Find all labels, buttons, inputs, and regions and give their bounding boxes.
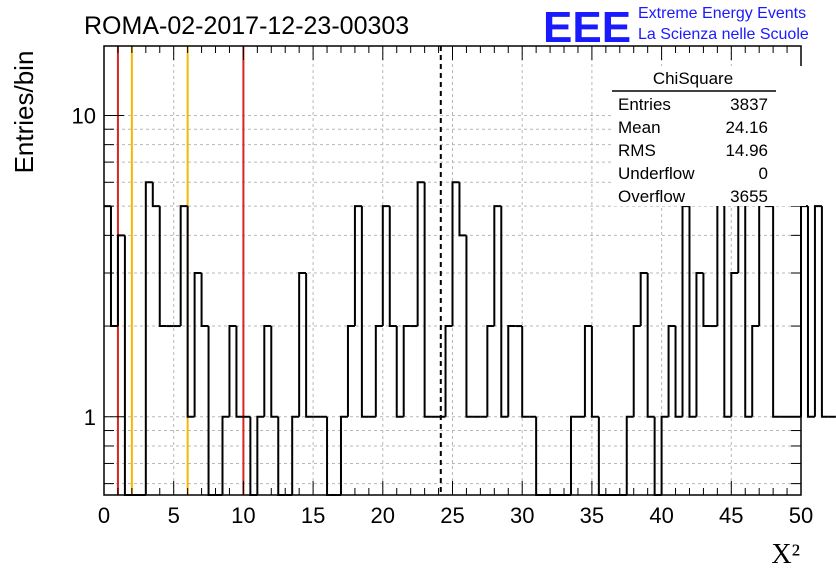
histogram-bin: [465, 235, 474, 418]
histogram-bin: [144, 181, 153, 495]
histogram-bin: [123, 235, 132, 496]
histogram-bin: [820, 206, 829, 418]
x-tick-label: 30: [510, 503, 534, 528]
histogram-bin: [500, 206, 509, 418]
x-tick-label: 40: [649, 503, 673, 528]
stats-box-background: [612, 66, 806, 206]
histogram-bin: [402, 325, 411, 417]
histogram-bin: [381, 205, 390, 327]
histogram-bin: [625, 415, 634, 495]
histogram-bin: [423, 182, 432, 418]
stats-value-entries: 3837: [730, 95, 768, 114]
histogram-bin: [681, 205, 690, 417]
axes: 0 5 10 15 20 25 30 35 40 45 50 1 10: [72, 45, 813, 528]
histogram-bin: [151, 182, 160, 208]
stats-title: ChiSquare: [653, 69, 733, 88]
histogram-bin: [193, 271, 202, 417]
stats-value-underflow: 0: [759, 164, 768, 183]
logo-mark: EEE: [543, 3, 631, 52]
histogram-bin: [660, 415, 669, 495]
logo-line-1: Extreme Energy Events: [638, 5, 806, 22]
histogram-bin: [228, 325, 237, 417]
stats-label-mean: Mean: [618, 118, 661, 137]
histogram-bin: [416, 181, 425, 327]
histogram-bin: [451, 181, 460, 327]
y-axis-label: Entries/bin: [9, 51, 39, 174]
histogram-bin: [486, 325, 495, 417]
histogram-bin: [256, 415, 265, 495]
stats-label-entries: Entries: [618, 95, 671, 114]
histogram-bin: [813, 205, 822, 417]
marker-lines: [116, 46, 442, 495]
chart-title: ROMA-02-2017-12-23-00303: [84, 12, 409, 40]
histogram-bin: [458, 182, 467, 237]
stats-value-rms: 14.96: [725, 141, 768, 160]
histogram-bin: [646, 272, 655, 418]
histogram-bin: [806, 206, 815, 418]
histogram-bin: [200, 272, 209, 328]
stats-label-underflow: Underflow: [618, 164, 695, 183]
histogram-bin: [444, 325, 453, 417]
histogram-bin: [374, 325, 383, 417]
histogram-bin: [360, 206, 369, 418]
histogram-bin: [744, 129, 753, 418]
x-tick-label: 20: [371, 503, 395, 528]
histogram-bin: [507, 325, 516, 417]
histogram-bin: [179, 205, 188, 327]
x-tick-label: 50: [789, 503, 813, 528]
histogram-bin: [235, 326, 244, 418]
histogram-bin: [695, 271, 704, 417]
stats-label-overflow: Overflow: [618, 187, 686, 206]
histogram-bin: [186, 206, 195, 418]
histogram-bin: [674, 326, 683, 418]
histogram-bin: [291, 415, 300, 495]
histogram-bin: [395, 326, 404, 418]
histogram-bin: [353, 205, 362, 327]
histogram-bin: [270, 326, 279, 418]
histogram-bin: [158, 206, 167, 328]
histogram-bin: [583, 325, 592, 417]
histogram-bin: [221, 415, 230, 495]
logo-line-2: La Scienza nelle Scuole: [638, 26, 809, 43]
histogram-bin: [667, 325, 676, 417]
x-tick-label: 0: [98, 503, 110, 528]
x-tick-label: 15: [301, 503, 325, 528]
histogram-bin: [772, 206, 781, 418]
y-tick-label: 10: [72, 103, 96, 128]
histogram-bin: [590, 326, 599, 418]
histogram-bin: [493, 205, 502, 327]
histogram-bin: [639, 271, 648, 327]
histogram-bin: [305, 272, 314, 418]
stats-value-mean: 24.16: [725, 118, 768, 137]
stats-box: ChiSquare Entries 3837 Mean 24.16 RMS 14…: [612, 66, 806, 206]
stats-value-overflow: 3655: [730, 187, 768, 206]
histogram-bin: [751, 325, 760, 417]
histogram-bin: [702, 272, 711, 328]
histogram-bin: [800, 205, 808, 417]
histogram-bin: [730, 271, 739, 417]
histogram-bin: [388, 206, 397, 328]
x-tick-label: 5: [168, 503, 180, 528]
histogram-bin: [298, 271, 307, 417]
histogram-bin: [207, 326, 216, 496]
histogram-bin: [569, 415, 578, 495]
x-tick-label: 35: [580, 503, 604, 528]
histogram-bin: [632, 325, 641, 417]
y-tick-label: 1: [84, 405, 96, 430]
x-tick-label: 10: [231, 503, 255, 528]
histogram-bin: [339, 415, 348, 495]
histogram-bin: [723, 129, 732, 418]
histogram-bin: [109, 206, 118, 328]
histogram-bin: [521, 326, 530, 418]
stats-label-rms: RMS: [618, 141, 656, 160]
histogram-bin: [688, 206, 697, 418]
histogram-bin: [346, 325, 355, 417]
x-tick-label: 25: [440, 503, 464, 528]
logo: EEE Extreme Energy Events La Scienza nel…: [543, 3, 809, 52]
x-axis-label: X²: [771, 539, 800, 570]
histogram-bin: [263, 325, 272, 417]
x-tick-label: 45: [719, 503, 743, 528]
histogram-bin: [116, 234, 125, 327]
